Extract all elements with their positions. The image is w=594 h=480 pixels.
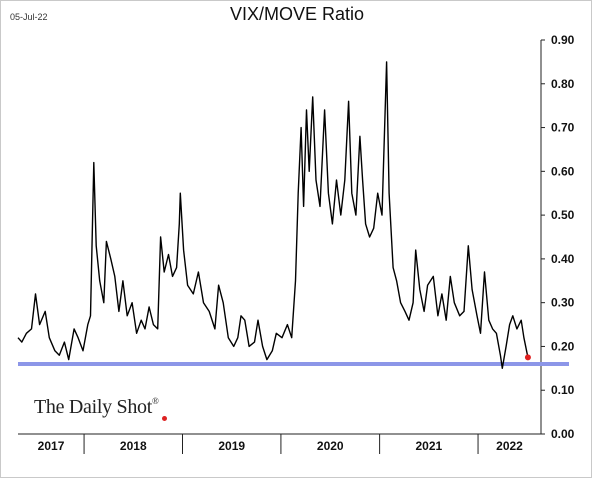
chart-title: VIX/MOVE Ratio (229, 4, 365, 24)
date-stamp: 05-Jul-22 (10, 12, 48, 22)
y-tick-label: 0.10 (551, 383, 575, 397)
series-line (17, 61, 529, 369)
brand-dot (162, 416, 167, 421)
brand-name: The Daily Shot (34, 396, 153, 418)
y-tick-label: 0.60 (551, 164, 575, 178)
y-tick-label: 0.70 (551, 121, 575, 135)
x-tick-label-year: 2018 (120, 439, 147, 453)
y-tick-label: 0.30 (551, 296, 575, 310)
x-tick-label-year: 2019 (218, 439, 245, 453)
x-tick-label-year: 2021 (415, 439, 442, 453)
x-tick-label-year: 2022 (496, 439, 523, 453)
last-value-marker (524, 354, 531, 361)
y-tick-label: 0.50 (551, 208, 575, 222)
y-tick-label: 0.40 (551, 252, 575, 266)
y-tick-label: 0.00 (551, 427, 575, 441)
y-tick-label: 0.90 (551, 33, 575, 47)
y-tick-label: 0.80 (551, 77, 575, 91)
brand-registered-mark: ® (152, 396, 159, 406)
y-tick-label: 0.20 (551, 339, 575, 353)
brand-logo: The Daily Shot® (34, 396, 159, 419)
x-tick-label-year: 2017 (38, 439, 65, 453)
x-tick-label-year: 2020 (317, 439, 344, 453)
